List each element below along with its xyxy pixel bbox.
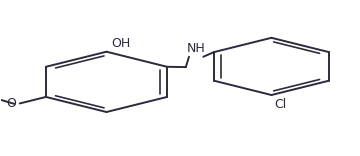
Text: NH: NH [187,42,206,55]
Text: O: O [7,97,17,110]
Text: Cl: Cl [274,98,287,111]
Text: OH: OH [111,37,130,50]
